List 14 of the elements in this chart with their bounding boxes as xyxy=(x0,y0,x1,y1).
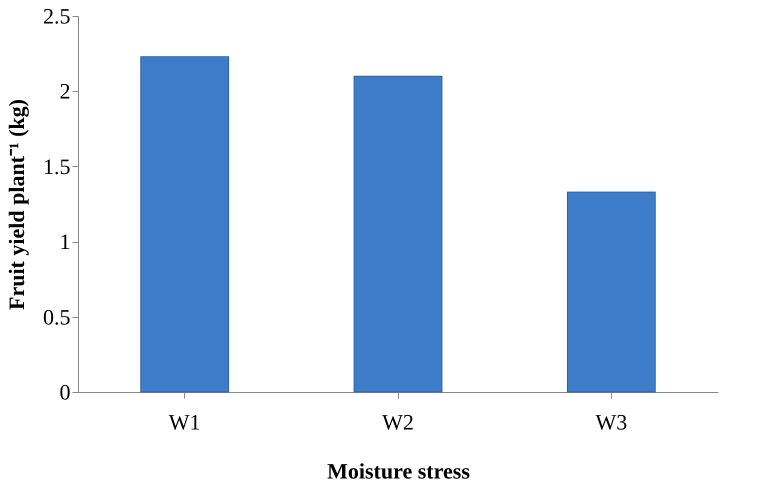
y-tick-label: 2 xyxy=(60,78,70,104)
y-tick-label: 2.5 xyxy=(43,4,70,28)
bar xyxy=(354,76,442,392)
y-tick-label: 1 xyxy=(60,229,70,254)
x-tick-label: W3 xyxy=(595,410,628,434)
y-tick-label: 1.5 xyxy=(43,154,70,179)
y-tick-label: 0.5 xyxy=(43,304,70,330)
y-axis-title: Fruit yield plant⁻¹ (kg) xyxy=(4,99,29,310)
x-tick-label: W2 xyxy=(382,410,414,434)
x-axis-title: Moisture stress xyxy=(327,458,470,484)
y-tick-label: 0 xyxy=(60,380,70,404)
bar xyxy=(140,56,230,392)
bar xyxy=(566,192,656,392)
x-tick-label: W1 xyxy=(168,410,201,434)
